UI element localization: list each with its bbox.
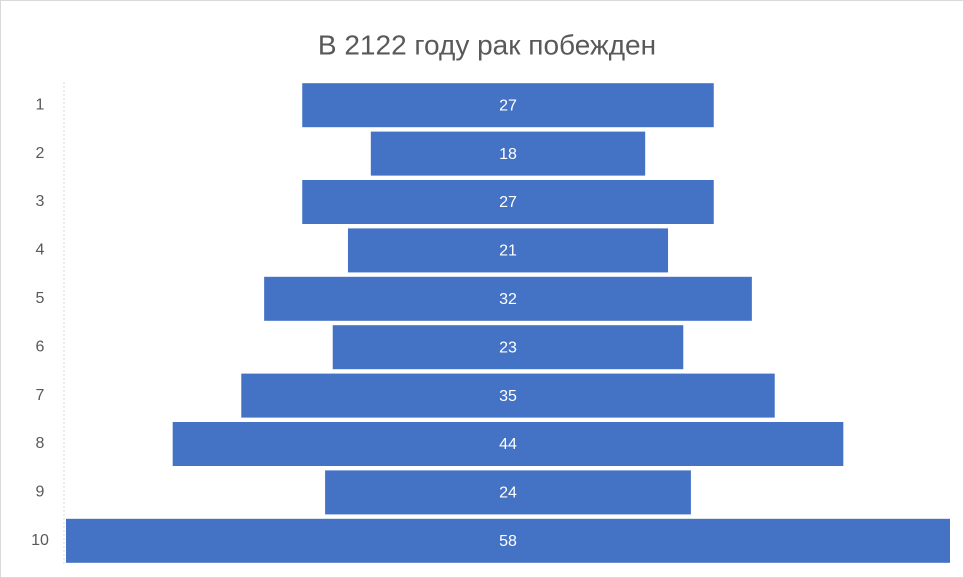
bar: [370, 131, 646, 176]
bar: [172, 422, 844, 466]
bar: [264, 276, 752, 321]
data-label: 23: [499, 339, 517, 356]
chart-title: В 2122 году рак побежден: [318, 29, 656, 60]
data-label: 58: [499, 533, 517, 550]
data-label: 44: [499, 436, 517, 453]
y-tick-label: 1: [36, 96, 45, 113]
y-tick-label: 4: [36, 242, 45, 259]
y-tick-label: 2: [36, 145, 45, 162]
data-label: 32: [499, 291, 517, 308]
bar: [302, 180, 714, 224]
y-tick-label: 7: [36, 387, 45, 404]
data-label: 18: [499, 146, 517, 163]
y-tick-label: 5: [36, 290, 45, 307]
bar: [66, 518, 950, 563]
bar: [241, 373, 775, 418]
data-label: 21: [499, 243, 517, 260]
data-label: 27: [499, 97, 517, 114]
data-label: 27: [499, 194, 517, 211]
y-tick-label: 6: [36, 338, 45, 355]
y-tick-label: 9: [36, 484, 45, 501]
data-label: 24: [499, 485, 517, 502]
bar: [332, 325, 684, 370]
data-label: 35: [499, 388, 517, 405]
y-tick-label: 3: [36, 193, 45, 210]
bar: [325, 470, 691, 515]
y-tick-label: 10: [31, 532, 49, 549]
y-tick-label: 8: [36, 435, 45, 452]
bar: [347, 228, 669, 273]
bar: [302, 83, 714, 128]
